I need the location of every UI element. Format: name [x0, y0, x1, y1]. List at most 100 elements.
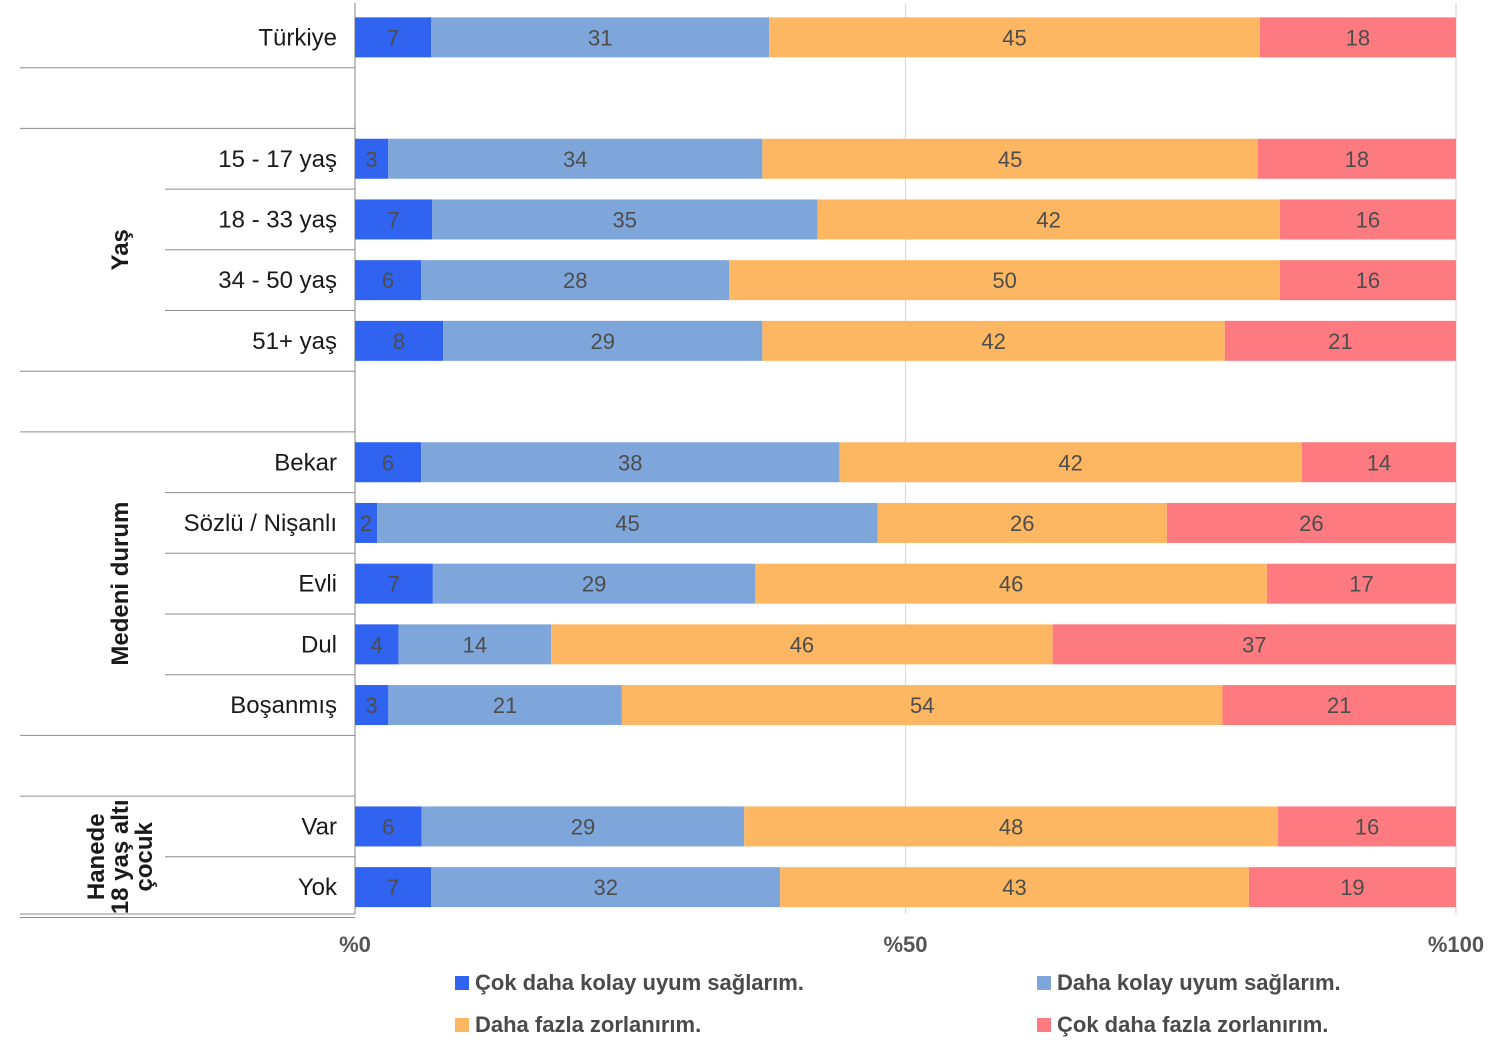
bar-boşanmış-series-1	[355, 685, 389, 726]
bar-15-17-yaş-series-4	[1257, 138, 1456, 179]
bar-evli-series-2	[432, 563, 756, 604]
category-label-51-yaş: 51+ yaş	[252, 328, 337, 355]
data-label-15-17-yaş-series-3: 45	[998, 147, 1022, 172]
data-label-dul-series-3: 46	[790, 632, 814, 657]
data-label-bekar-series-1: 6	[382, 450, 394, 475]
bar-sözlü-nişanlı-series-1	[355, 502, 378, 543]
data-label-34-50-yaş-series-1: 6	[382, 268, 394, 293]
bar-18-33-yaş-series-3	[817, 199, 1280, 240]
category-label-18-33-yaş: 18 - 33 yaş	[218, 206, 337, 233]
data-label-51-yaş-series-2: 29	[590, 329, 614, 354]
bar-51-yaş-series-3	[762, 320, 1225, 361]
group-label-medeni-durum: Medeni durum	[107, 502, 134, 666]
data-label-sözlü-nişanlı-series-3: 26	[1010, 511, 1034, 536]
bar-dul-series-3	[551, 624, 1053, 665]
data-label-var-series-1: 6	[382, 814, 394, 839]
bar-evli-series-4	[1266, 563, 1456, 604]
bar-bekar-series-3	[839, 442, 1302, 483]
category-label-sözlü-nişanlı: Sözlü / Nişanlı	[184, 510, 337, 537]
data-label-evli-series-2: 29	[582, 572, 606, 597]
data-label-yok-series-1: 7	[387, 875, 399, 900]
data-label-yok-series-2: 32	[593, 875, 617, 900]
stacked-bar-chart: %0 %50 %100 Yaş Medeni durum Hanede18 yaş alt…	[20, 3, 1484, 957]
data-label-bekar-series-3: 42	[1058, 450, 1082, 475]
bar-15-17-yaş-series-2	[388, 138, 763, 179]
data-label-evli-series-3: 46	[999, 572, 1023, 597]
legend-swatch-series-3	[455, 1018, 469, 1032]
bar-var-series-2	[421, 806, 745, 847]
bar-var-series-3	[744, 806, 1279, 847]
bar-15-17-yaş-series-1	[355, 138, 389, 179]
legend-label-series-1: Çok daha kolay uyum sağlarım.	[475, 970, 804, 995]
data-label-sözlü-nişanlı-series-4: 26	[1299, 511, 1323, 536]
legend-item-series-4: Çok daha fazla zorlanırım.	[1037, 1012, 1328, 1038]
data-label-sözlü-nişanlı-series-1: 2	[360, 511, 372, 536]
data-label-boşanmış-series-2: 21	[493, 693, 517, 718]
bar-boşanmış-series-2	[388, 685, 622, 726]
bar-var-series-4	[1278, 806, 1456, 847]
data-label-türkiye-series-2: 31	[588, 25, 612, 50]
legend-swatch-series-2	[1037, 976, 1051, 990]
group-label-line: 18 yaş altı	[107, 799, 134, 914]
data-label-türkiye-series-4: 18	[1346, 25, 1370, 50]
data-label-51-yaş-series-4: 21	[1328, 329, 1352, 354]
group-label-yaş: Yaş	[107, 229, 134, 270]
bar-boşanmış-series-4	[1222, 685, 1456, 726]
category-label-evli: Evli	[298, 571, 337, 598]
bar-yok-series-4	[1248, 867, 1456, 908]
category-label-yok: Yok	[298, 874, 338, 901]
bar-51-yaş-series-4	[1224, 320, 1456, 361]
group-label-line: Medeni durum	[107, 502, 134, 666]
data-label-bekar-series-2: 38	[618, 450, 642, 475]
category-label-bekar: Bekar	[274, 449, 337, 476]
data-label-dul-series-1: 4	[371, 632, 383, 657]
bar-sözlü-nişanlı-series-4	[1166, 502, 1456, 543]
group-label-hanede-18-yaş-altı-çocuk: Hanede18 yaş altıçocuk	[83, 799, 158, 914]
bar-bekar-series-4	[1301, 442, 1456, 483]
data-label-34-50-yaş-series-3: 50	[992, 268, 1016, 293]
bar-sözlü-nişanlı-series-2	[377, 502, 878, 543]
bar-sözlü-nişanlı-series-3	[877, 502, 1167, 543]
data-label-var-series-3: 48	[999, 814, 1023, 839]
x-tick-label-50: %50	[883, 932, 927, 957]
bar-dul-series-1	[355, 624, 399, 665]
legend-label-series-2: Daha kolay uyum sağlarım.	[1057, 970, 1341, 995]
bar-evli-series-1	[355, 563, 433, 604]
data-label-evli-series-1: 7	[388, 572, 400, 597]
data-label-var-series-4: 16	[1355, 814, 1379, 839]
bar-bekar-series-2	[421, 442, 840, 483]
bar-dul-series-4	[1052, 624, 1456, 665]
bar-yok-series-1	[355, 867, 432, 908]
data-label-türkiye-series-1: 7	[387, 25, 399, 50]
bar-15-17-yaş-series-3	[762, 138, 1258, 179]
data-label-sözlü-nişanlı-series-2: 45	[615, 511, 639, 536]
bar-18-33-yaş-series-1	[355, 199, 433, 240]
bar-türkiye-series-3	[769, 17, 1260, 58]
data-label-18-33-yaş-series-4: 16	[1356, 207, 1380, 232]
bar-evli-series-3	[755, 563, 1267, 604]
x-tick-label-100: %100	[1428, 932, 1484, 957]
bar-boşanmış-series-3	[621, 685, 1223, 726]
data-label-15-17-yaş-series-4: 18	[1345, 147, 1369, 172]
data-label-34-50-yaş-series-2: 28	[563, 268, 587, 293]
category-label-dul: Dul	[301, 631, 337, 658]
data-label-dul-series-2: 14	[463, 632, 487, 657]
bar-bekar-series-1	[355, 442, 422, 483]
legend-label-series-4: Çok daha fazla zorlanırım.	[1057, 1012, 1329, 1037]
data-label-18-33-yaş-series-2: 35	[613, 207, 637, 232]
category-label-34-50-yaş: 34 - 50 yaş	[218, 267, 337, 294]
data-label-34-50-yaş-series-4: 16	[1356, 268, 1380, 293]
bar-türkiye-series-1	[355, 17, 432, 58]
data-label-boşanmış-series-1: 3	[366, 693, 378, 718]
x-tick-label-0: %0	[339, 932, 371, 957]
data-label-bekar-series-4: 14	[1367, 450, 1391, 475]
data-label-evli-series-4: 17	[1349, 572, 1373, 597]
bar-34-50-yaş-series-2	[421, 260, 730, 301]
data-label-18-33-yaş-series-3: 42	[1036, 207, 1060, 232]
data-label-15-17-yaş-series-1: 3	[365, 147, 377, 172]
data-label-51-yaş-series-3: 42	[981, 329, 1005, 354]
category-label-boşanmış: Boşanmış	[230, 692, 337, 719]
data-label-15-17-yaş-series-2: 34	[563, 147, 587, 172]
group-label-line: Yaş	[107, 229, 134, 270]
group-label-line: çocuk	[131, 821, 158, 891]
